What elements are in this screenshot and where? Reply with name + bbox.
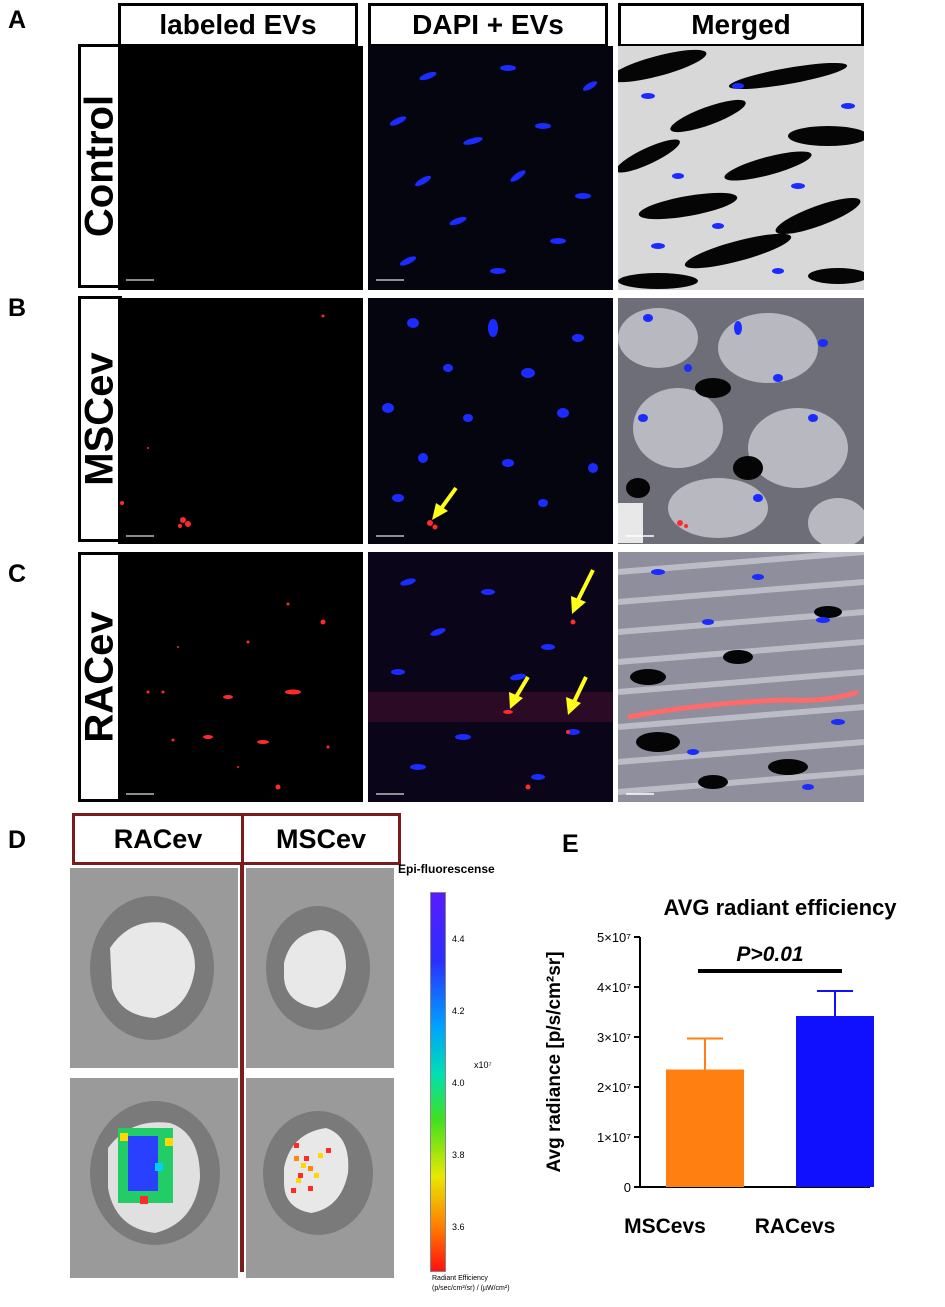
- y-axis-label: Avg radiance [p/s/cm²sr]: [544, 951, 565, 1172]
- colorbar-tick: 4.2: [452, 1006, 465, 1016]
- micrograph-racev-labeled-evs: [118, 552, 363, 802]
- x-tick-label: RACevs: [754, 1215, 836, 1238]
- micrograph-mscev-labeled-evs: [118, 298, 363, 544]
- chart-xaxis-labels: MSCevs RACevs: [540, 1215, 940, 1255]
- micrograph-mscev-dapi-evs: [368, 298, 613, 544]
- row-header-mscev: MSCev: [78, 296, 122, 542]
- panel-d-divider: [240, 862, 244, 1272]
- micrograph-control-dapi-evs: [368, 46, 613, 290]
- panel-letter-d: D: [8, 826, 27, 854]
- column-header-dapi-evs: DAPI + EVs: [368, 3, 608, 47]
- chart-title: AVG radiant efficiency: [663, 895, 897, 920]
- micrograph-control-labeled-evs: [118, 46, 363, 290]
- panel-letter-c: C: [8, 560, 27, 588]
- column-header-labeled-evs: labeled EVs: [118, 3, 358, 47]
- row-header-racev: RACev: [78, 552, 122, 802]
- colorbar-tick: 3.6: [452, 1222, 465, 1232]
- colorbar-unit-label: Radiant Efficiency: [432, 1275, 488, 1282]
- colorbar-title: Epi-fluorescense: [398, 862, 495, 876]
- y-tick-label: 1×10⁷: [597, 1130, 631, 1145]
- micrograph-racev-merged: [618, 552, 864, 802]
- colorbar-unit-formula: (p/sec/cm²/sr) / (µW/cm²): [432, 1285, 510, 1292]
- chart-svg: AVG radiant efficiency Avg radiance [p/s/…: [544, 895, 897, 1195]
- micrograph-racev-dapi-evs: [368, 552, 613, 802]
- colorbar-tick: 4.0: [452, 1078, 465, 1088]
- y-tick-label: 5×10⁷: [597, 930, 631, 945]
- micrograph-mscev-merged: [618, 298, 864, 544]
- y-tick-label: 2×10⁷: [597, 1080, 631, 1095]
- panel-letter-e: E: [562, 830, 579, 858]
- colorbar-tick: 4.4: [452, 934, 465, 944]
- y-tick-label: 4×10⁷: [597, 980, 631, 995]
- bar-racevs: [796, 1016, 874, 1187]
- colorbar-exponent: x10⁷: [474, 1060, 492, 1070]
- x-tick-label: MSCevs: [624, 1215, 706, 1238]
- significance-annotation: P>0.01: [736, 943, 803, 966]
- panel-d-header-mscev: MSCev: [241, 813, 401, 865]
- ivis-image-racev-brightfield: [70, 868, 238, 1068]
- row-header-control: Control: [78, 44, 122, 288]
- y-tick-label: 3×10⁷: [597, 1030, 631, 1045]
- panel-letter-b: B: [8, 294, 27, 322]
- ivis-image-mscev-fluorescence: [246, 1078, 394, 1278]
- panel-letter-a: A: [8, 6, 27, 34]
- column-header-merged: Merged: [618, 3, 864, 47]
- ivis-image-mscev-brightfield: [246, 868, 394, 1068]
- panel-d-header-racev: RACev: [72, 813, 244, 865]
- bar-chart-avg-radiant-efficiency: AVG radiant efficiency Avg radiance [p/s/…: [540, 882, 940, 1212]
- bar-mscevs: [666, 1069, 744, 1187]
- colorbar-tick: 3.8: [452, 1150, 465, 1160]
- colorbar: [430, 892, 446, 1272]
- y-tick-label: 0: [624, 1180, 631, 1195]
- ivis-image-racev-fluorescence: [70, 1078, 238, 1278]
- micrograph-control-merged: [618, 46, 864, 290]
